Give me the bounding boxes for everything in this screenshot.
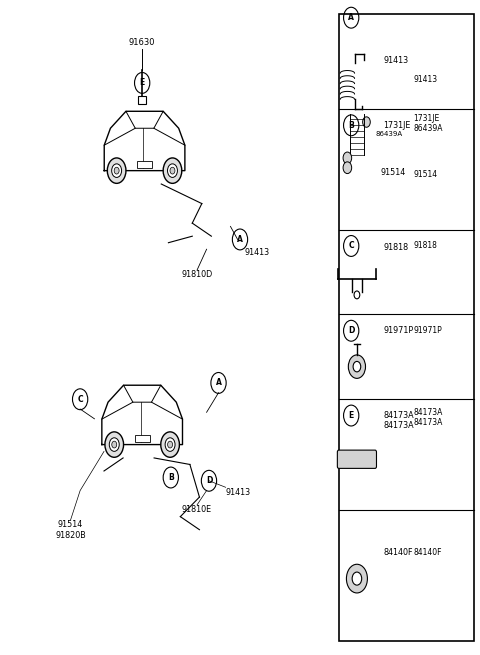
Text: 91413: 91413 (245, 248, 270, 257)
Text: 91630: 91630 (129, 38, 156, 47)
Text: 91818: 91818 (383, 243, 408, 252)
Text: 1731JE: 1731JE (413, 114, 440, 123)
FancyBboxPatch shape (337, 450, 376, 468)
Text: B: B (348, 121, 354, 130)
Text: 86439A: 86439A (375, 131, 403, 137)
Circle shape (163, 158, 182, 183)
Text: 91971P: 91971P (413, 326, 442, 335)
Text: 91514: 91514 (381, 168, 406, 177)
Text: 84173A: 84173A (413, 408, 443, 417)
Circle shape (168, 441, 173, 448)
Circle shape (363, 117, 370, 127)
Circle shape (347, 564, 367, 593)
Text: 91810E: 91810E (182, 505, 212, 514)
Text: 91818: 91818 (413, 242, 437, 250)
Text: D: D (348, 326, 354, 335)
Circle shape (352, 572, 362, 585)
Text: 84173A: 84173A (383, 411, 414, 420)
Circle shape (109, 438, 119, 451)
Text: 91514: 91514 (413, 170, 437, 179)
Text: 91413: 91413 (383, 56, 408, 65)
Circle shape (343, 152, 352, 164)
Circle shape (161, 432, 180, 457)
Circle shape (114, 167, 119, 174)
Text: 84173A: 84173A (413, 418, 443, 426)
Circle shape (112, 441, 117, 448)
Circle shape (170, 167, 175, 174)
Circle shape (165, 438, 175, 451)
FancyBboxPatch shape (339, 14, 474, 641)
Text: 86439A: 86439A (413, 124, 443, 133)
Text: A: A (216, 379, 221, 388)
Circle shape (168, 164, 178, 178)
Circle shape (105, 432, 123, 457)
FancyBboxPatch shape (138, 96, 146, 104)
Circle shape (343, 162, 352, 174)
Text: E: E (348, 411, 354, 420)
Text: C: C (77, 395, 83, 403)
Text: E: E (140, 79, 145, 87)
Text: C: C (348, 242, 354, 250)
Text: 91820B: 91820B (55, 531, 86, 540)
Text: 91413: 91413 (226, 488, 251, 497)
Text: 91514: 91514 (58, 520, 83, 529)
Circle shape (108, 158, 126, 183)
Text: 84173A: 84173A (383, 421, 414, 430)
Text: A: A (348, 13, 354, 22)
FancyBboxPatch shape (135, 435, 150, 442)
Text: 91971P: 91971P (383, 326, 413, 335)
FancyBboxPatch shape (137, 161, 152, 168)
Text: 91810D: 91810D (181, 270, 213, 279)
Text: 84140F: 84140F (413, 548, 442, 557)
Text: 1731JE: 1731JE (383, 121, 410, 130)
Circle shape (348, 355, 365, 379)
Circle shape (353, 362, 361, 372)
Text: 91413: 91413 (413, 75, 437, 84)
Text: 84140F: 84140F (383, 548, 413, 557)
Circle shape (112, 164, 121, 178)
Text: D: D (206, 476, 212, 485)
Text: B: B (168, 473, 174, 482)
Text: A: A (237, 235, 243, 244)
